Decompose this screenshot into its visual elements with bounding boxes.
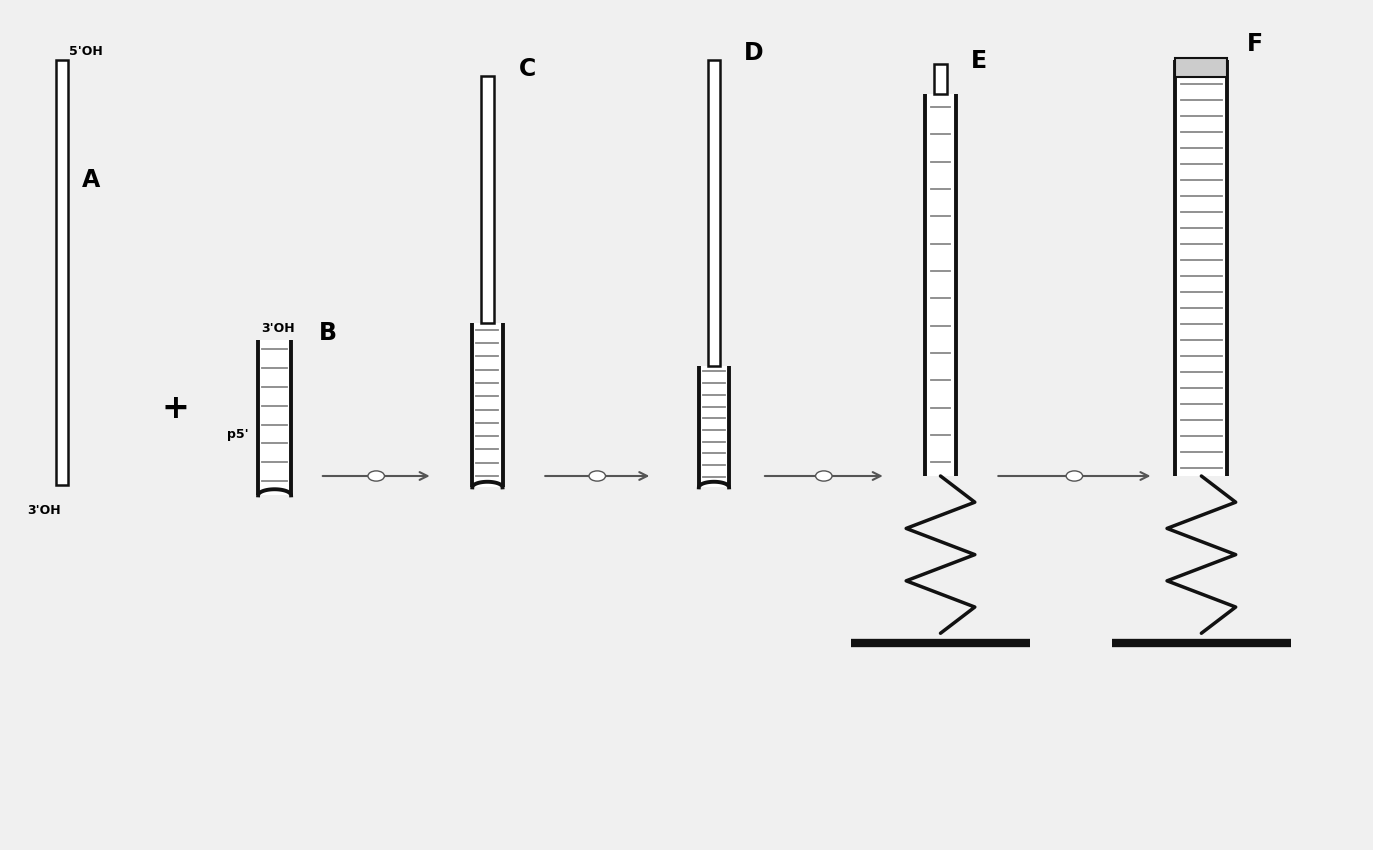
Bar xyxy=(934,64,947,94)
Bar xyxy=(258,340,291,496)
Bar xyxy=(925,94,956,476)
Text: E: E xyxy=(971,49,987,73)
Text: F: F xyxy=(1247,32,1263,56)
Bar xyxy=(472,323,503,487)
Text: p5': p5' xyxy=(227,428,249,441)
Text: +: + xyxy=(162,392,189,424)
Bar xyxy=(1175,58,1227,76)
Ellipse shape xyxy=(368,471,384,481)
Bar xyxy=(708,60,719,366)
Text: 5'OH: 5'OH xyxy=(69,45,103,59)
Ellipse shape xyxy=(1065,471,1082,481)
Text: 3'OH: 3'OH xyxy=(261,321,294,335)
Text: 3'OH: 3'OH xyxy=(27,504,60,518)
Bar xyxy=(1175,60,1227,476)
Bar xyxy=(481,76,493,323)
Bar xyxy=(699,366,729,487)
Text: A: A xyxy=(82,168,100,192)
Ellipse shape xyxy=(589,471,605,481)
Text: D: D xyxy=(744,41,763,65)
Text: C: C xyxy=(519,58,537,82)
Text: B: B xyxy=(319,321,336,345)
Ellipse shape xyxy=(816,471,832,481)
Bar xyxy=(55,60,67,484)
